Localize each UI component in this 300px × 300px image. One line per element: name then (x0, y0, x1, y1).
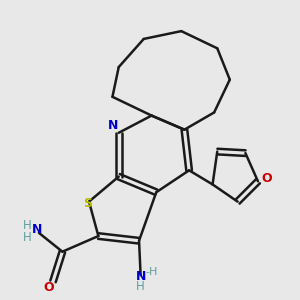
Text: H: H (23, 219, 32, 232)
Text: H: H (23, 231, 32, 244)
Text: O: O (43, 281, 54, 294)
Text: N: N (32, 223, 43, 236)
Text: S: S (83, 197, 92, 210)
Text: O: O (261, 172, 272, 185)
Text: N: N (108, 119, 118, 132)
Text: H: H (136, 280, 145, 292)
Text: -H: -H (146, 267, 158, 277)
Text: N: N (135, 270, 146, 283)
